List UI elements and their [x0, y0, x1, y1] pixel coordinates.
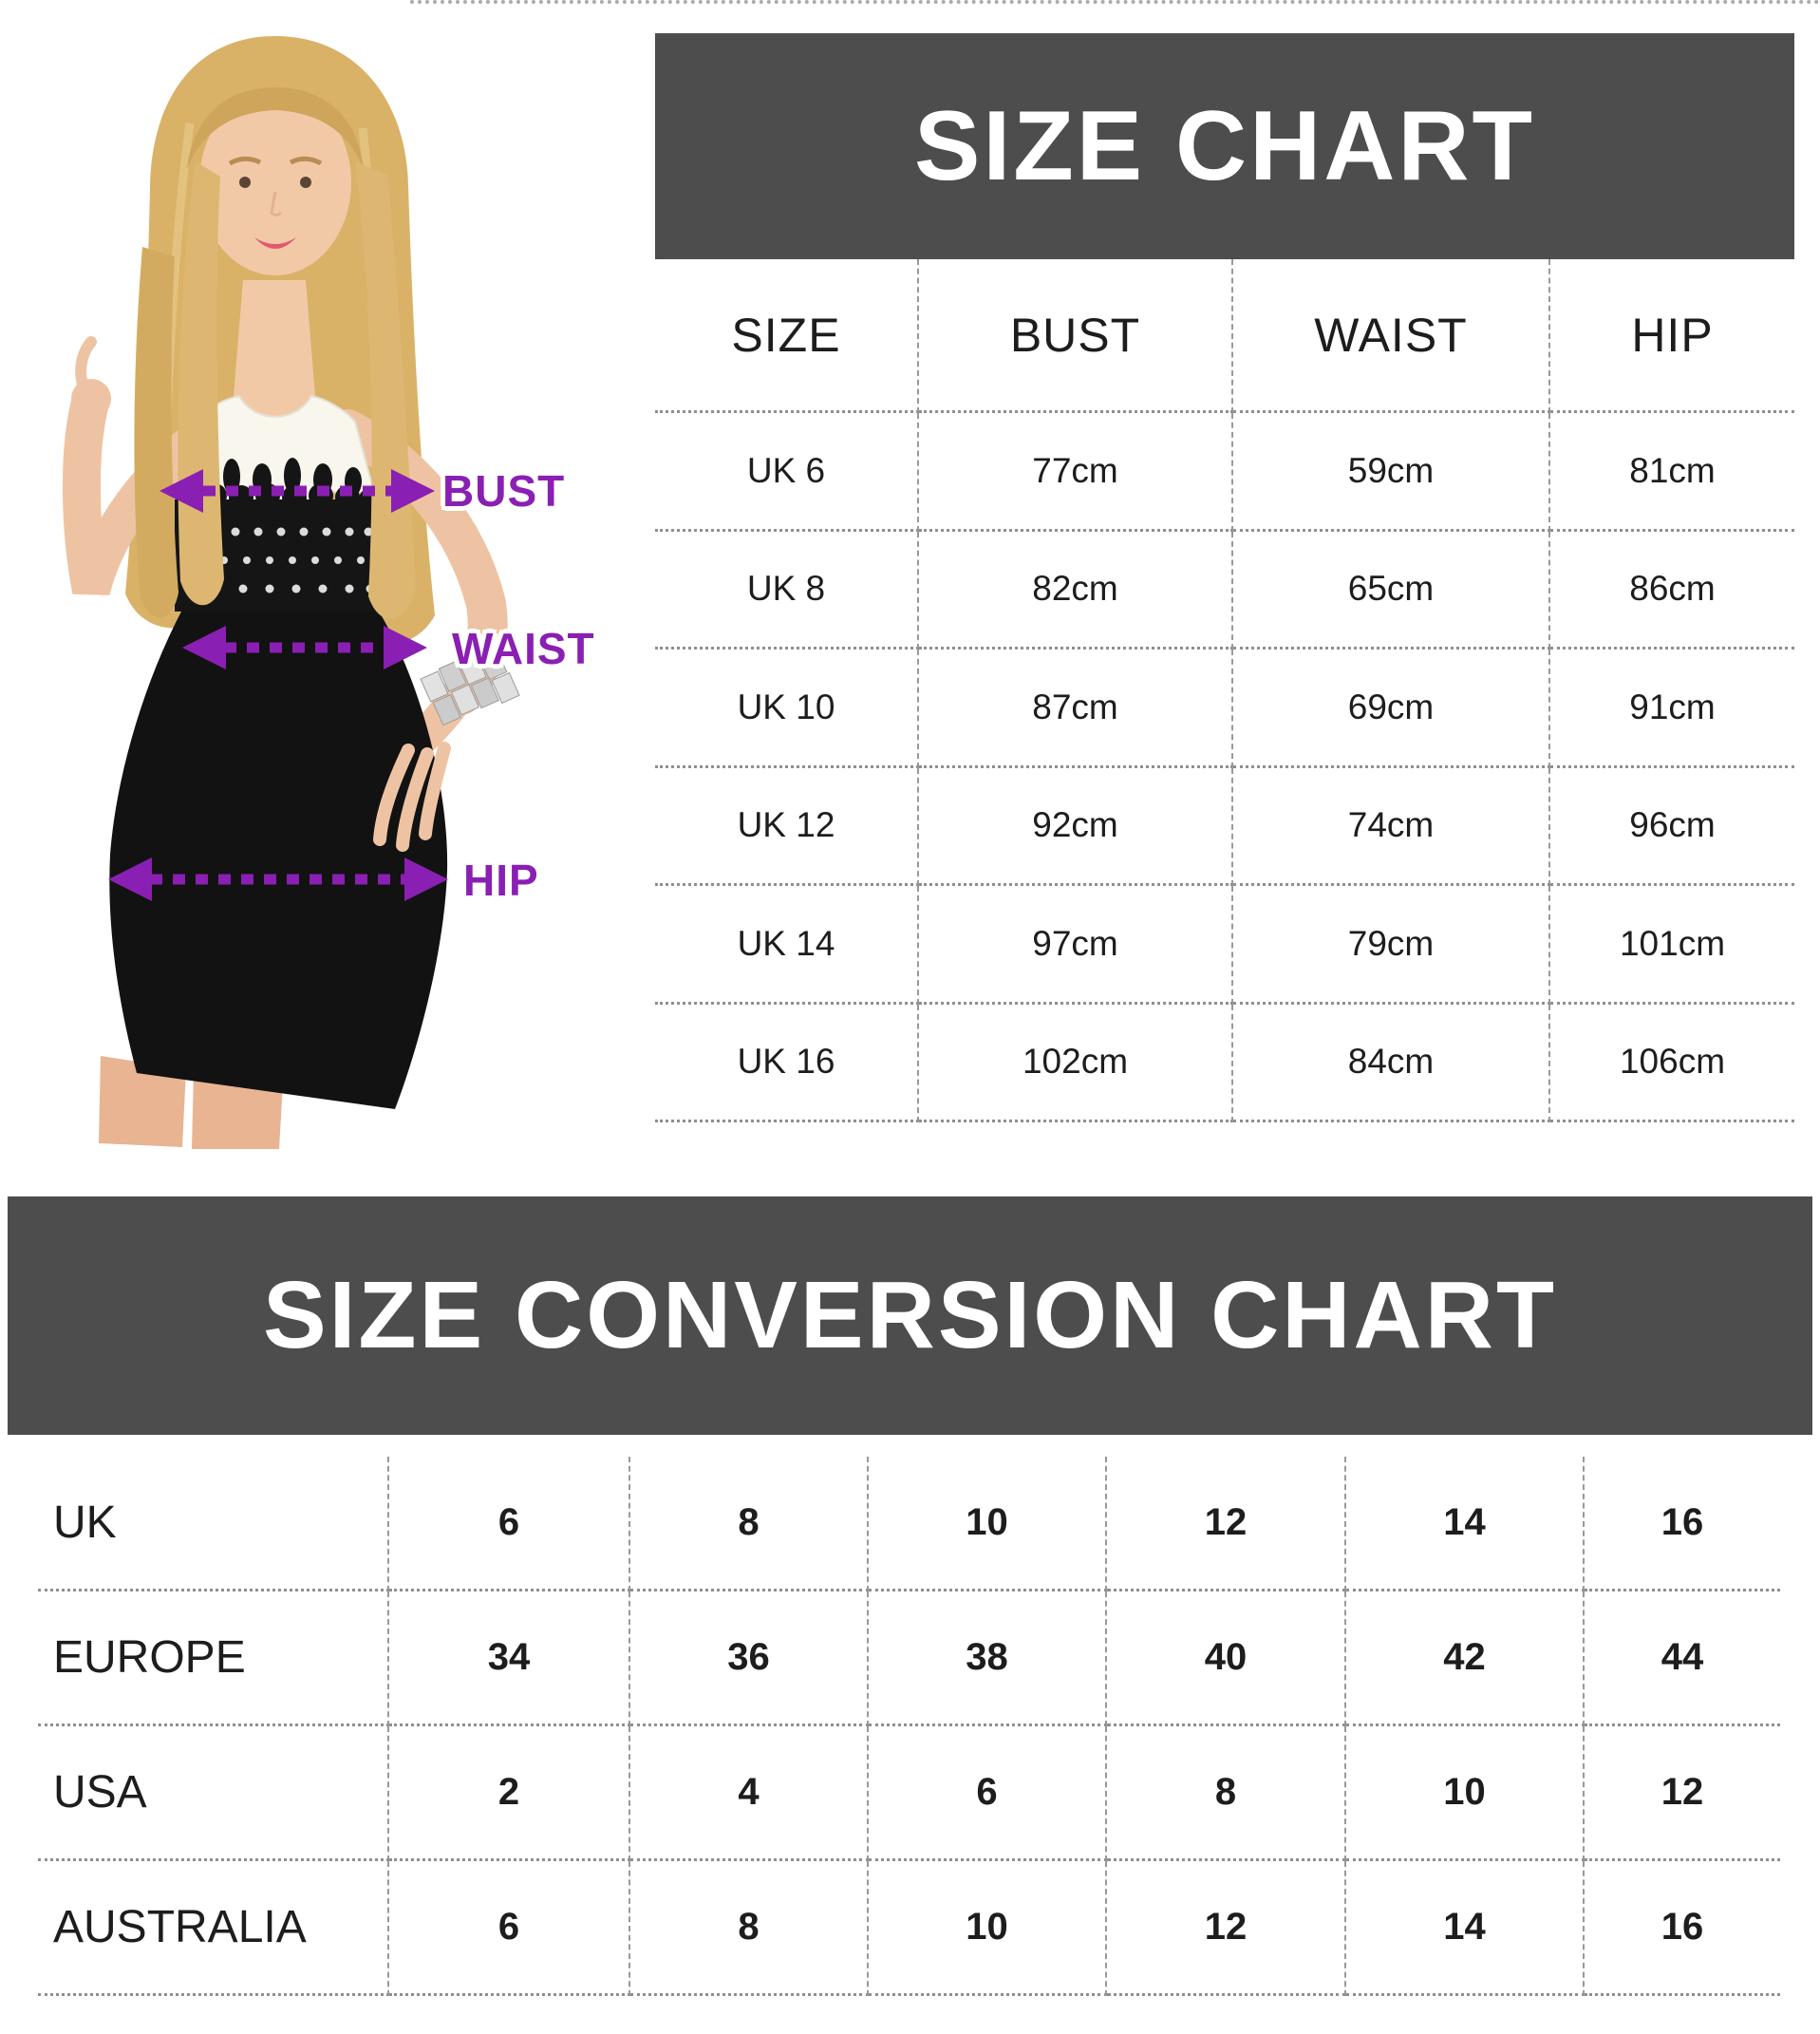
- region-label-cell: UK: [38, 1457, 389, 1591]
- size-value-cell: 6: [389, 1457, 630, 1591]
- size-value-cell: 38: [869, 1591, 1107, 1726]
- size-value-cell: 12: [1585, 1726, 1780, 1861]
- waist-arrow-icon: [182, 626, 427, 669]
- size-value-cell: 2: [389, 1726, 630, 1861]
- conversion-row: EUROPE 34 36 38 40 42 44: [38, 1591, 1780, 1726]
- measurement-value-cell: 106cm: [1550, 1005, 1794, 1122]
- measurement-value-cell: 65cm: [1233, 531, 1550, 650]
- measurement-value-cell: 81cm: [1550, 413, 1794, 532]
- measurement-value-cell: 82cm: [919, 531, 1233, 650]
- black-skirt: [109, 610, 448, 1109]
- size-label-cell: UK 12: [655, 767, 919, 886]
- size-value-cell: 14: [1346, 1861, 1585, 1996]
- size-value-cell: 4: [630, 1726, 869, 1861]
- legs: [99, 1056, 283, 1149]
- size-chart-rows: UK 6 77cm 59cm 81cm UK 8 82cm 65cm 86cm UK 10 87c…: [655, 413, 1794, 1122]
- size-value-cell: 10: [869, 1861, 1107, 1996]
- size-value-cell: 16: [1585, 1861, 1780, 1996]
- measurement-value-cell: 97cm: [919, 886, 1233, 1005]
- conversion-chart-table: UK 6 8 10 12 14 16 EUROPE 34 36 38 40 42 44 USA 2 4 6 8 10 1…: [38, 1457, 1780, 1996]
- size-chart-row: UK 12 92cm 74cm 96cm: [655, 767, 1794, 886]
- bust-label: BUST: [442, 466, 566, 516]
- size-value-cell: 8: [630, 1861, 869, 1996]
- face: [199, 89, 351, 275]
- hip-arrow-icon: [108, 857, 448, 901]
- size-chart-row: UK 8 82cm 65cm 86cm: [655, 531, 1794, 650]
- size-label-cell: UK 14: [655, 886, 919, 1005]
- size-label-cell: UK 8: [655, 531, 919, 650]
- size-value-cell: 12: [1107, 1457, 1346, 1591]
- top-dotted-border: [410, 0, 1820, 4]
- conversion-chart-banner: SIZE CONVERSION CHART: [8, 1196, 1812, 1435]
- size-value-cell: 10: [869, 1457, 1107, 1591]
- measurement-value-cell: 91cm: [1550, 650, 1794, 768]
- size-chart-row: UK 16 102cm 84cm 106cm: [655, 1004, 1794, 1122]
- measurement-value-cell: 59cm: [1233, 413, 1550, 532]
- size-label-cell: UK 10: [655, 650, 919, 768]
- column-header-hip: HIP: [1550, 259, 1794, 413]
- size-value-cell: 6: [869, 1726, 1107, 1861]
- model-photo: BUST WAIST HIP: [0, 0, 612, 1168]
- hip-label: HIP: [463, 856, 539, 905]
- bracelet: [420, 649, 520, 726]
- hand-on-hip: [373, 742, 451, 852]
- size-value-cell: 40: [1107, 1591, 1346, 1726]
- region-label-cell: USA: [38, 1726, 389, 1861]
- measurement-value-cell: 102cm: [919, 1004, 1233, 1122]
- size-chart-row: UK 6 77cm 59cm 81cm: [655, 413, 1794, 532]
- size-value-cell: 42: [1346, 1591, 1585, 1726]
- waist-label: WAIST: [452, 624, 595, 673]
- size-value-cell: 34: [389, 1591, 630, 1726]
- measurement-value-cell: 77cm: [919, 413, 1233, 532]
- size-value-cell: 10: [1346, 1726, 1585, 1861]
- neck: [232, 280, 317, 434]
- size-value-cell: 16: [1585, 1457, 1780, 1591]
- model-photo-illustration: [62, 36, 520, 1149]
- bust-arrow-icon: [159, 469, 435, 513]
- size-value-cell: 14: [1346, 1457, 1585, 1591]
- size-value-cell: 8: [630, 1457, 869, 1591]
- column-header-bust: BUST: [919, 259, 1233, 413]
- measurement-value-cell: 92cm: [919, 767, 1233, 886]
- size-value-cell: 12: [1107, 1861, 1346, 1996]
- conversion-chart-title: SIZE CONVERSION CHART: [262, 1262, 1558, 1368]
- conversion-row: UK 6 8 10 12 14 16: [38, 1457, 1780, 1591]
- size-chart-title: SIZE CHART: [914, 90, 1535, 201]
- region-label-cell: AUSTRALIA: [38, 1861, 389, 1996]
- size-label-cell: UK 6: [655, 413, 919, 532]
- column-header-size: SIZE: [655, 259, 919, 413]
- measurement-value-cell: 74cm: [1233, 767, 1550, 886]
- measurement-value-cell: 101cm: [1550, 886, 1794, 1005]
- measurement-value-cell: 69cm: [1233, 650, 1550, 768]
- region-label-cell: EUROPE: [38, 1591, 389, 1726]
- size-chart-banner: SIZE CHART: [655, 33, 1794, 259]
- measurement-value-cell: 87cm: [919, 650, 1233, 768]
- size-chart-row: UK 14 97cm 79cm 101cm: [655, 886, 1794, 1005]
- size-value-cell: 44: [1585, 1591, 1780, 1726]
- size-chart-header-row: SIZE BUST WAIST HIP: [655, 259, 1794, 413]
- size-chart-table: SIZE BUST WAIST HIP UK 6 77cm 59cm 81cm UK 8…: [655, 259, 1794, 1122]
- size-label-cell: UK 16: [655, 1004, 919, 1122]
- size-value-cell: 6: [389, 1861, 630, 1996]
- column-header-waist: WAIST: [1233, 259, 1550, 413]
- size-value-cell: 8: [1107, 1726, 1346, 1861]
- measurement-value-cell: 86cm: [1550, 532, 1794, 650]
- measurement-value-cell: 96cm: [1550, 768, 1794, 886]
- size-chart-row: UK 10 87cm 69cm 91cm: [655, 650, 1794, 768]
- conversion-row: AUSTRALIA 6 8 10 12 14 16: [38, 1861, 1780, 1996]
- size-value-cell: 36: [630, 1591, 869, 1726]
- measurement-value-cell: 79cm: [1233, 886, 1550, 1005]
- conversion-chart-rows: UK 6 8 10 12 14 16 EUROPE 34 36 38 40 42 44 USA 2 4 6 8 10 1…: [38, 1457, 1780, 1996]
- conversion-row: USA 2 4 6 8 10 12: [38, 1726, 1780, 1861]
- measurement-value-cell: 84cm: [1233, 1004, 1550, 1122]
